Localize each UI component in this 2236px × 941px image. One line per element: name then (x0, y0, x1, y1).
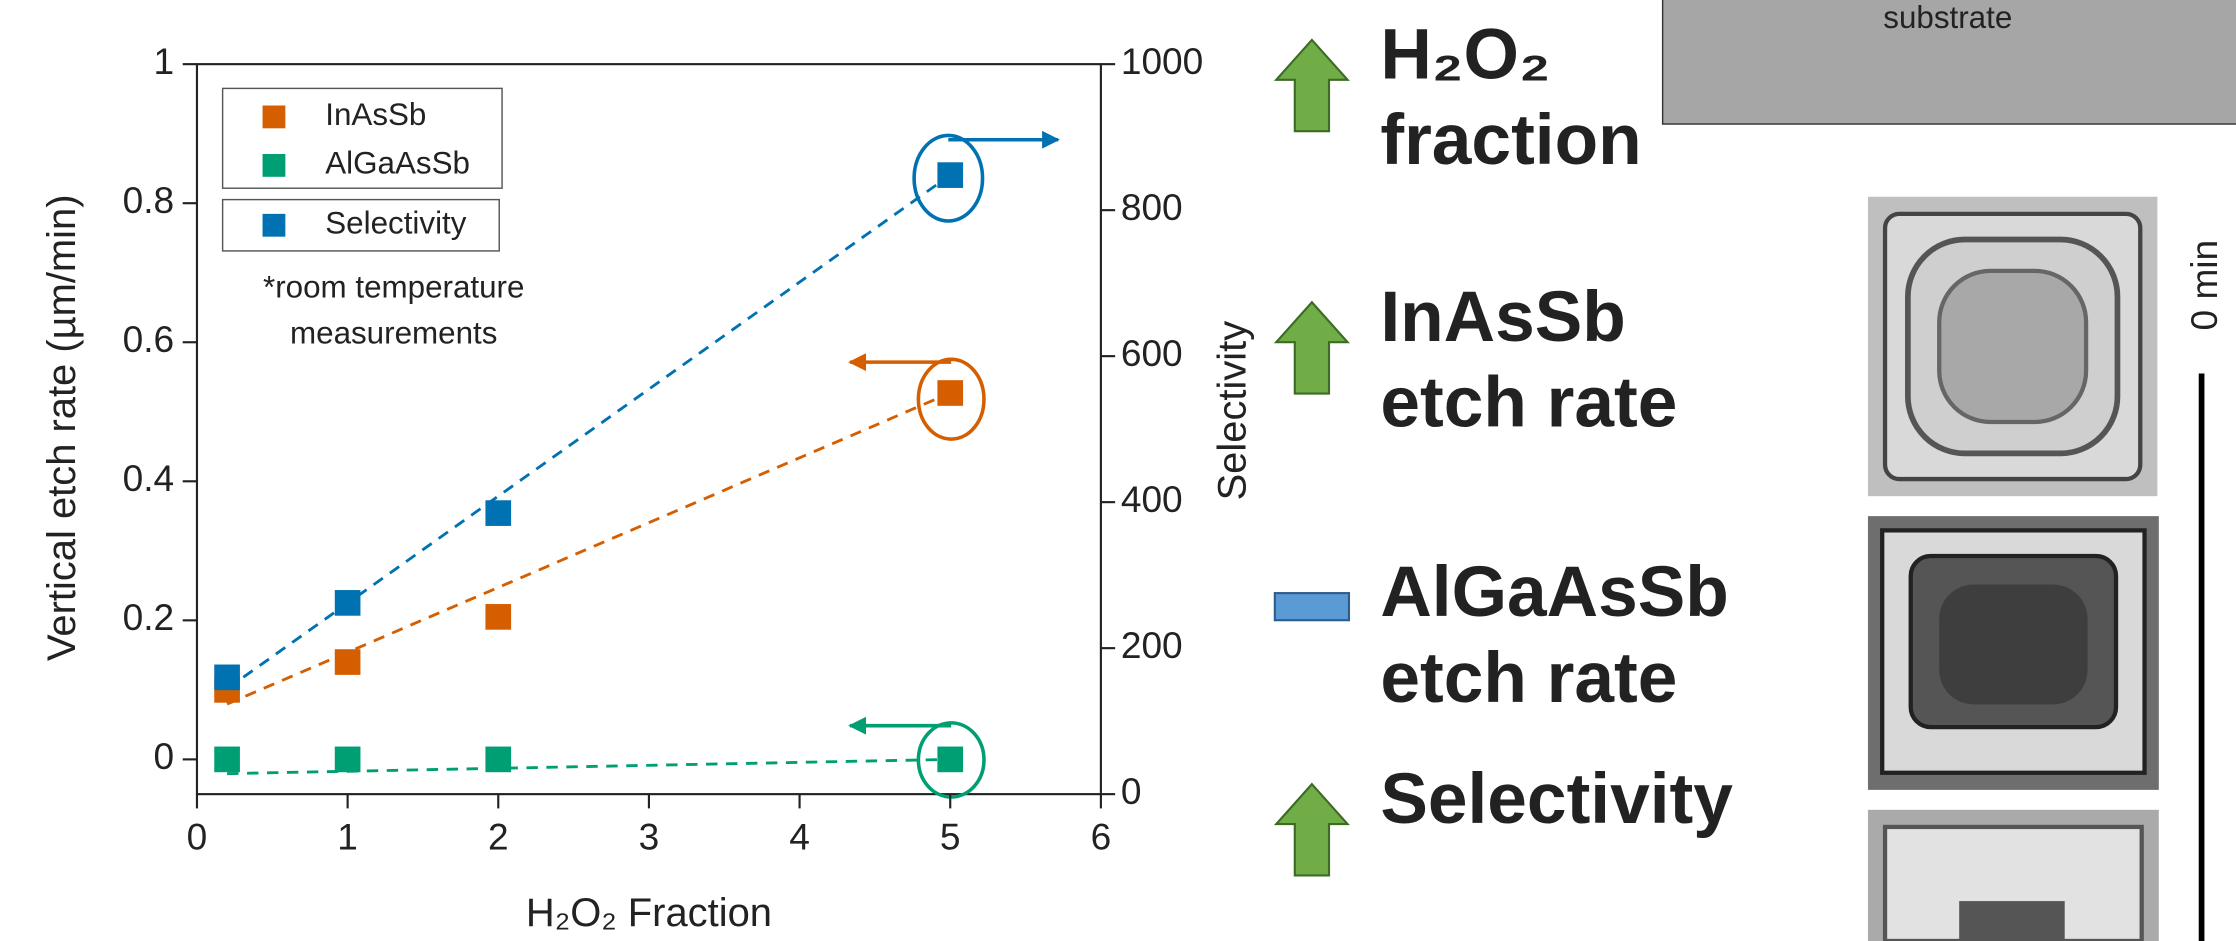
point (334, 746, 361, 773)
point (937, 746, 964, 773)
y2-tick-label: 200 (1121, 624, 1183, 666)
x-tick-label: 5 (940, 816, 961, 858)
y2-tick-label: 0 (1121, 770, 1142, 812)
x-tick-label: 3 (639, 816, 660, 858)
x-tick-label: 1 (337, 816, 358, 858)
legend-marker (262, 105, 286, 129)
point (485, 604, 512, 630)
trend-arrow (1273, 300, 1350, 395)
x-axis-label: H₂O₂ Fraction (526, 891, 772, 935)
x-tick-label: 4 (789, 816, 810, 858)
time-label: 0 min (2183, 240, 2225, 331)
point (485, 746, 512, 773)
micrograph (1867, 196, 2158, 497)
y-tick-label: 1 (154, 40, 175, 82)
trend-arrow (1273, 782, 1350, 877)
point (485, 500, 512, 526)
legend-label: AlGaAsSb (325, 146, 470, 181)
x-tick-label: 6 (1091, 816, 1112, 858)
point (334, 590, 361, 616)
trend-label: AlGaAsSb (1380, 552, 1729, 632)
legend-label: InAsSb (325, 97, 426, 132)
y-tick-label: 0.4 (123, 457, 175, 499)
trend-label: InAsSb (1380, 277, 1626, 357)
legend-label: Selectivity (325, 206, 466, 241)
y-tick-label: 0.8 (123, 179, 175, 221)
legend-marker (262, 153, 286, 177)
point (214, 746, 240, 773)
y-tick-label: 0.2 (123, 596, 175, 638)
trend-label: Selectivity (1380, 759, 1733, 839)
y2-tick-label: 400 (1121, 478, 1183, 520)
annotation: measurements (290, 315, 497, 350)
y2-tick-label: 600 (1121, 332, 1183, 374)
x-tick-label: 2 (488, 816, 509, 858)
y2-tick-label: 1000 (1121, 40, 1203, 82)
y2-tick-label: 800 (1121, 186, 1183, 228)
callouts (848, 130, 1060, 799)
point (214, 664, 240, 691)
trend-label: H₂O₂ (1380, 15, 1550, 95)
point (937, 162, 964, 188)
annotation: *room temperature (263, 270, 524, 305)
point (334, 649, 361, 675)
trend-arrow (1273, 38, 1350, 133)
micrograph (1867, 516, 2159, 790)
x-tick-label: 0 (187, 816, 208, 858)
point (937, 380, 964, 406)
substrate-box (1661, 0, 2236, 125)
substrate-label: substrate (1883, 0, 2012, 35)
y-tick-label: 0 (154, 735, 175, 777)
y2-axis-label: Selectivity (1210, 321, 1254, 501)
y-axis-label: Vertical etch rate (µm/min) (40, 194, 84, 661)
trend-label: etch rate (1380, 363, 1677, 443)
trend-bar (1273, 592, 1351, 622)
micrograph (1867, 809, 2159, 941)
y-tick-label: 0.6 (123, 318, 175, 360)
legend-marker (262, 213, 286, 237)
trend-label: etch rate (1380, 638, 1677, 718)
trend-label: fraction (1380, 100, 1641, 180)
